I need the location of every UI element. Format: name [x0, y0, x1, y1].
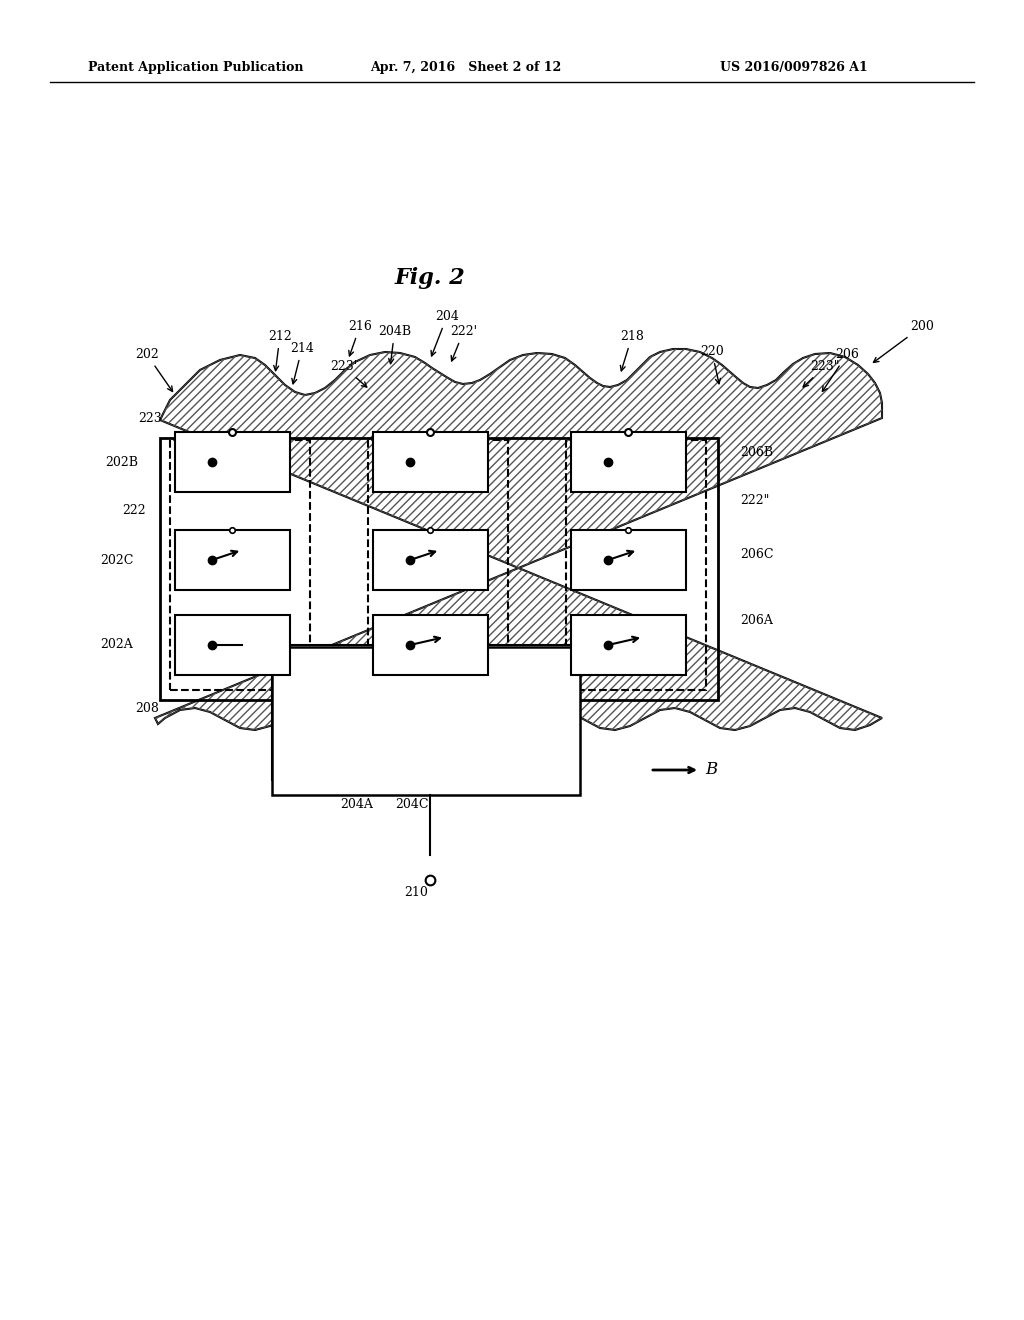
Text: 218: 218	[620, 330, 644, 371]
Text: 208: 208	[135, 701, 159, 714]
Bar	[175, 615, 290, 675]
Bar	[272, 645, 580, 780]
Bar	[571, 531, 686, 590]
Bar	[571, 432, 686, 492]
Text: 223: 223	[138, 412, 162, 425]
Text: 206: 206	[822, 348, 859, 392]
Text: 202C: 202C	[100, 553, 133, 566]
Text: 202B: 202B	[105, 455, 138, 469]
Text: Fig. 2: Fig. 2	[394, 267, 465, 289]
Text: 204A: 204A	[340, 799, 373, 812]
Bar	[175, 531, 290, 590]
Text: 202A: 202A	[100, 639, 133, 652]
Text: 223': 223'	[330, 360, 367, 387]
Bar	[368, 440, 508, 690]
Bar	[160, 438, 718, 700]
Text: 204C: 204C	[395, 799, 428, 812]
Bar	[373, 531, 488, 590]
Text: 206C: 206C	[740, 549, 773, 561]
Text: B: B	[705, 762, 717, 779]
Bar	[373, 615, 488, 675]
Text: 202: 202	[135, 348, 172, 392]
Text: Apr. 7, 2016   Sheet 2 of 12: Apr. 7, 2016 Sheet 2 of 12	[370, 62, 561, 74]
Text: Patent Application Publication: Patent Application Publication	[88, 62, 303, 74]
Bar	[566, 440, 706, 690]
Text: 204: 204	[431, 310, 459, 356]
Bar	[571, 615, 686, 675]
Text: US 2016/0097826 A1: US 2016/0097826 A1	[720, 62, 867, 74]
Text: 212: 212	[268, 330, 292, 371]
Text: 220: 220	[700, 345, 724, 384]
Polygon shape	[155, 348, 882, 730]
Text: 222": 222"	[740, 494, 769, 507]
Text: 210: 210	[404, 886, 428, 899]
Bar	[272, 647, 580, 795]
Text: 214: 214	[290, 342, 314, 384]
Bar	[170, 440, 310, 690]
Text: 223": 223"	[803, 360, 840, 387]
Text: 204B: 204B	[378, 325, 411, 364]
Text: 222: 222	[122, 503, 145, 516]
Bar	[373, 432, 488, 492]
Text: 200: 200	[873, 319, 934, 363]
Bar	[175, 432, 290, 492]
Text: 206B: 206B	[740, 446, 773, 458]
Text: 222': 222'	[450, 325, 477, 360]
Text: 216: 216	[348, 319, 372, 356]
Text: 206A: 206A	[740, 614, 773, 627]
